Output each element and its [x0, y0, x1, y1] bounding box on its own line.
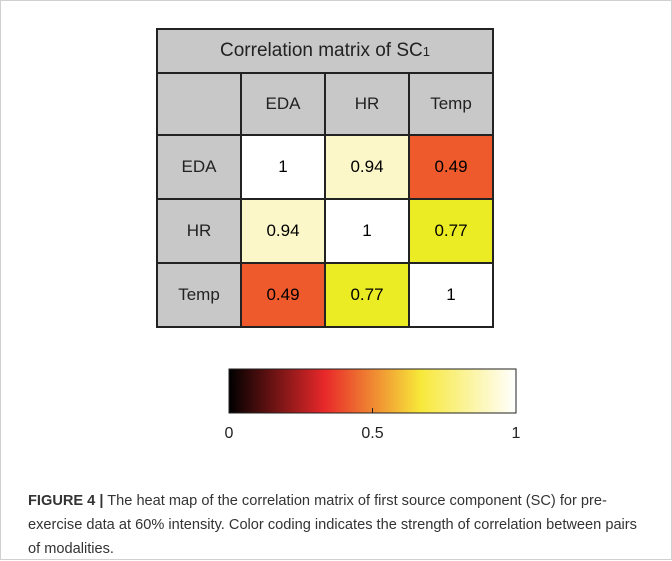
heatmap-cell-eda-eda: 1 — [240, 134, 326, 200]
colorbar-tick-label: 1 — [512, 425, 521, 442]
caption-label: FIGURE 4 | — [28, 493, 104, 509]
colorbar: 0 0.5 1 — [225, 368, 521, 442]
colorbar-tick-label: 0 — [225, 425, 234, 442]
heatmap-cell-temp-hr: 0.77 — [324, 262, 410, 328]
correlation-matrix: Correlation matrix of SC1 EDA HR Temp ED… — [156, 28, 494, 328]
matrix-title: Correlation matrix of SC1 — [156, 28, 494, 74]
row-header-temp: Temp — [156, 262, 242, 328]
colorbar-tick-label: 0.5 — [361, 425, 383, 442]
row-header-eda: EDA — [156, 134, 242, 200]
matrix-title-subscript: 1 — [422, 44, 430, 59]
heatmap-cell-hr-hr: 1 — [324, 198, 410, 264]
caption-text: The heat map of the correlation matrix o… — [28, 493, 637, 557]
row-header-hr: HR — [156, 198, 242, 264]
colorbar-gradient — [228, 368, 517, 414]
figure-caption: FIGURE 4 | The heat map of the correlati… — [28, 489, 648, 561]
heatmap-cell-temp-eda: 0.49 — [240, 262, 326, 328]
heatmap-cell-hr-temp: 0.77 — [408, 198, 494, 264]
matrix-corner — [156, 72, 242, 136]
col-header-hr: HR — [324, 72, 410, 136]
heatmap-cell-hr-eda: 0.94 — [240, 198, 326, 264]
col-header-temp: Temp — [408, 72, 494, 136]
col-header-eda: EDA — [240, 72, 326, 136]
heatmap-cell-eda-temp: 0.49 — [408, 134, 494, 200]
heatmap-cell-eda-hr: 0.94 — [324, 134, 410, 200]
matrix-title-text: Correlation matrix of SC — [220, 40, 423, 61]
heatmap-cell-temp-temp: 1 — [408, 262, 494, 328]
